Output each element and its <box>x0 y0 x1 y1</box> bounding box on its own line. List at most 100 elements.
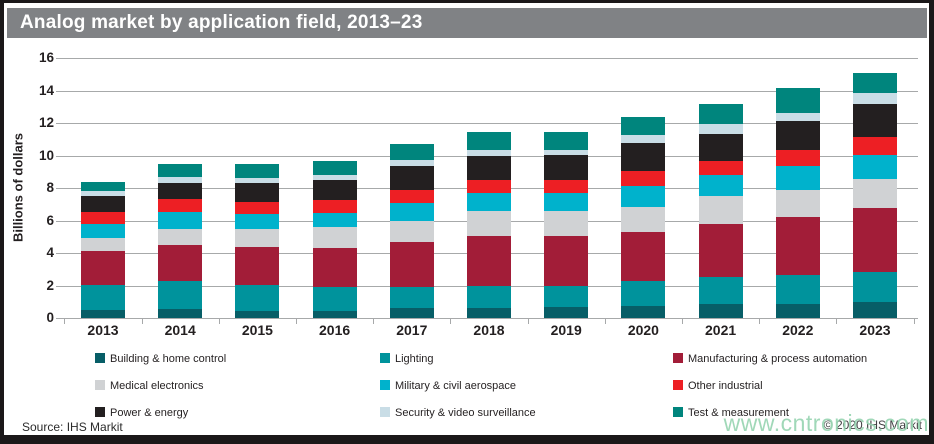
x-axis-label-2019: 2019 <box>550 322 582 338</box>
bar-2016-security-video-surveillance <box>312 175 357 180</box>
bar-2023-lighting <box>853 271 897 302</box>
bar-2018-lighting <box>467 285 511 309</box>
bar-2019-military-civil-aerospace <box>544 192 589 211</box>
legend-label: Other industrial <box>688 380 763 392</box>
x-tick <box>64 318 66 324</box>
bar-2014-building-home-control <box>158 309 203 318</box>
bar-2015-security-video-surveillance <box>235 178 280 184</box>
bar-2013-manufacturing-process-automation <box>81 251 125 285</box>
bar-2015-manufacturing-process-automation <box>235 247 280 285</box>
bar-2021-military-civil-aerospace <box>698 175 743 197</box>
bar-2016-lighting <box>312 287 357 311</box>
y-tick-label: 14 <box>38 82 54 98</box>
gridline-12 <box>62 123 918 124</box>
legend-item-manufacturing-process-automation: Manufacturing & process automation <box>673 349 867 367</box>
bar-2023-other-industrial <box>853 136 897 155</box>
bar-2023-power-energy <box>853 103 897 137</box>
bar-2016-military-civil-aerospace <box>312 213 357 227</box>
frame-border-right <box>929 0 934 444</box>
x-axis-label-2015: 2015 <box>241 322 273 338</box>
bar-2017-lighting <box>389 287 434 309</box>
bar-2013-other-industrial <box>81 211 125 224</box>
bar-2018-power-energy <box>467 155 511 180</box>
x-tick <box>373 318 375 324</box>
bar-2017-security-video-surveillance <box>389 159 434 167</box>
legend-swatch-icon <box>673 353 683 363</box>
y-tick-16 <box>56 58 62 59</box>
x-tick <box>450 318 452 324</box>
bar-2016-building-home-control <box>312 310 357 318</box>
bar-2018-security-video-surveillance <box>467 149 511 156</box>
bar-2013-power-energy <box>81 196 125 212</box>
bar-2014-military-civil-aerospace <box>158 212 203 229</box>
frame-border-bottom <box>0 435 934 444</box>
bar-2015-power-energy <box>235 183 280 202</box>
bar-2017-manufacturing-process-automation <box>389 242 434 288</box>
x-axis-label-2022: 2022 <box>782 322 814 338</box>
legend-item-lighting: Lighting <box>380 349 434 367</box>
x-axis-label-2020: 2020 <box>627 322 659 338</box>
bar-2021-power-energy <box>698 133 743 162</box>
legend-swatch-icon <box>95 353 105 363</box>
y-tick-4 <box>56 253 62 254</box>
bar-2022-medical-electronics <box>775 190 820 218</box>
bar-2021-security-video-surveillance <box>698 123 743 134</box>
y-tick-0 <box>56 318 62 319</box>
x-axis-label-2023: 2023 <box>859 322 891 338</box>
bar-2019-manufacturing-process-automation <box>544 235 589 286</box>
bar-2014-test-measurement <box>158 164 203 178</box>
legend-swatch-icon <box>380 380 390 390</box>
bar-2021-manufacturing-process-automation <box>698 223 743 278</box>
bar-2022-other-industrial <box>775 149 820 167</box>
bar-2014-power-energy <box>158 183 203 200</box>
y-tick-14 <box>56 90 62 92</box>
bar-2016-test-measurement <box>312 161 357 175</box>
legend-swatch-icon <box>380 407 390 417</box>
bar-2018-military-civil-aerospace <box>467 192 511 211</box>
x-tick <box>759 318 761 324</box>
x-tick <box>527 318 529 324</box>
bar-2020-lighting <box>621 281 666 306</box>
y-tick-label: 10 <box>38 147 54 163</box>
bar-2022-test-measurement <box>775 88 820 114</box>
bar-2017-military-civil-aerospace <box>389 203 434 221</box>
page-title: Analog market by application field, 2013… <box>20 12 423 33</box>
y-tick-label: 0 <box>46 310 54 325</box>
bar-2015-lighting <box>235 284 280 311</box>
y-tick-label: 16 <box>38 50 54 65</box>
x-axis-label-2014: 2014 <box>164 322 196 338</box>
bar-2021-other-industrial <box>698 161 743 175</box>
bar-2023-military-civil-aerospace <box>853 154 897 180</box>
bar-2022-lighting <box>775 274 820 305</box>
bar-2017-building-home-control <box>389 308 434 318</box>
bar-2013-security-video-surveillance <box>81 191 125 197</box>
bar-2022-power-energy <box>775 121 820 150</box>
legend-swatch-icon <box>673 407 683 417</box>
bar-2020-medical-electronics <box>621 206 666 232</box>
bar-2014-security-video-surveillance <box>158 177 203 184</box>
bar-2018-medical-electronics <box>467 210 511 236</box>
bar-2020-other-industrial <box>621 170 666 187</box>
legend-label: Building & home control <box>110 353 227 365</box>
gridline-16 <box>62 58 918 59</box>
bar-2017-medical-electronics <box>389 220 434 243</box>
legend-item-security-video-surveillance: Security & video surveillance <box>380 403 536 421</box>
bar-2018-test-measurement <box>467 131 511 150</box>
x-axis-label-2013: 2013 <box>87 322 119 338</box>
legend-label: Security & video surveillance <box>395 407 536 419</box>
legend-label: Power & energy <box>110 407 189 419</box>
bar-2016-other-industrial <box>312 200 357 214</box>
x-axis-label-2018: 2018 <box>473 322 505 338</box>
legend-swatch-icon <box>95 380 105 390</box>
bar-2019-test-measurement <box>544 131 589 150</box>
bar-2014-manufacturing-process-automation <box>158 244 203 282</box>
gridline-0 <box>62 318 918 319</box>
legend-label: Lighting <box>395 353 434 365</box>
bar-2021-building-home-control <box>698 304 743 318</box>
bar-2019-security-video-surveillance <box>544 149 589 155</box>
y-tick-12 <box>56 123 62 124</box>
bar-2020-security-video-surveillance <box>621 135 666 143</box>
legend-swatch-icon <box>380 353 390 363</box>
bar-2020-power-energy <box>621 142 666 171</box>
